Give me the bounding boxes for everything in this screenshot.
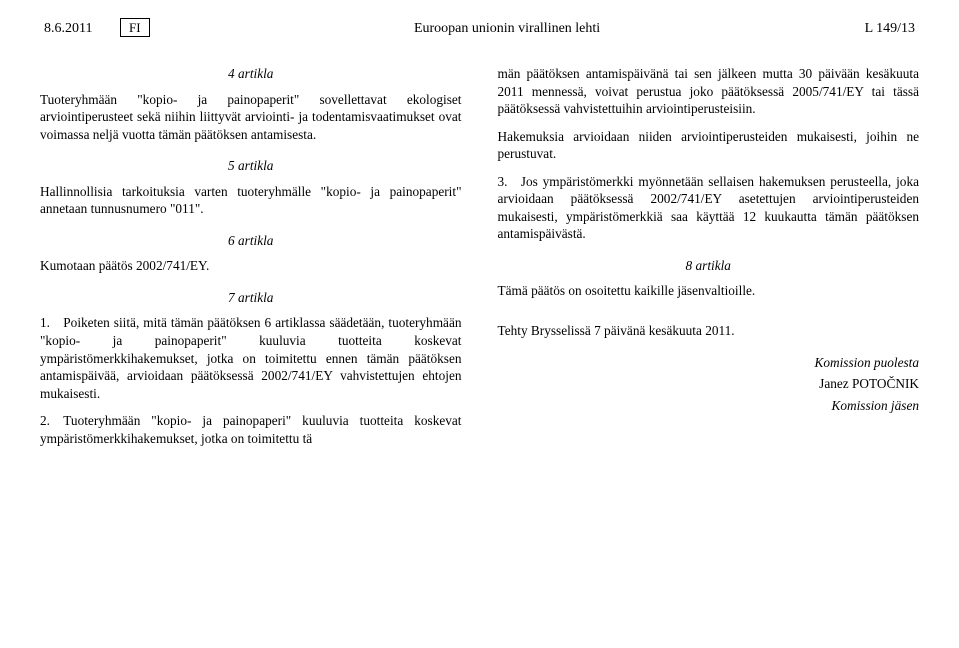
date-text: 8.6.2011: [44, 21, 92, 36]
signature-block: Komission puolesta Janez POTOČNIK Komiss…: [498, 354, 920, 415]
signature-name: Janez POTOČNIK: [498, 375, 920, 393]
article-5-text: Hallinnollisia tarkoituksia varten tuote…: [40, 183, 462, 218]
article-7-para-1: 1. Poiketen siitä, mitä tämän päätöksen …: [40, 314, 462, 402]
article-8-heading: 8 artikla: [498, 257, 920, 275]
header-title: Euroopan unionin virallinen lehti: [150, 21, 865, 37]
article-7-heading: 7 artikla: [40, 289, 462, 307]
article-7-para-2: 2. Tuoteryhmään "kopio- ja painopaperi" …: [40, 412, 462, 447]
article-4-heading: 4 artikla: [40, 65, 462, 83]
header-page: L 149/13: [865, 21, 915, 37]
done-at: Tehty Brysselissä 7 päivänä kesäkuuta 20…: [498, 322, 920, 340]
left-column: 4 artikla Tuoteryhmään "kopio- ja painop…: [40, 65, 462, 457]
lang-code: FI: [120, 18, 150, 37]
continuation-para-1: män päätöksen antamispäivänä tai sen jäl…: [498, 65, 920, 118]
signature-line-1: Komission puolesta: [498, 354, 920, 372]
continuation-para-2: Hakemuksia arvioidaan niiden arviointipe…: [498, 128, 920, 163]
article-4-text: Tuoteryhmään "kopio- ja painopaperit" so…: [40, 91, 462, 144]
article-6-heading: 6 artikla: [40, 232, 462, 250]
page-header: 8.6.2011 FI Euroopan unionin virallinen …: [40, 20, 919, 37]
article-6-text: Kumotaan päätös 2002/741/EY.: [40, 257, 462, 275]
signature-line-3: Komission jäsen: [498, 397, 920, 415]
content-columns: 4 artikla Tuoteryhmään "kopio- ja painop…: [40, 65, 919, 457]
right-column: män päätöksen antamispäivänä tai sen jäl…: [498, 65, 920, 457]
continuation-para-3: 3. Jos ympäristömerkki myönnetään sellai…: [498, 173, 920, 243]
article-5-heading: 5 artikla: [40, 157, 462, 175]
header-date: 8.6.2011 FI: [44, 20, 150, 37]
article-8-text: Tämä päätös on osoitettu kaikille jäsenv…: [498, 282, 920, 300]
